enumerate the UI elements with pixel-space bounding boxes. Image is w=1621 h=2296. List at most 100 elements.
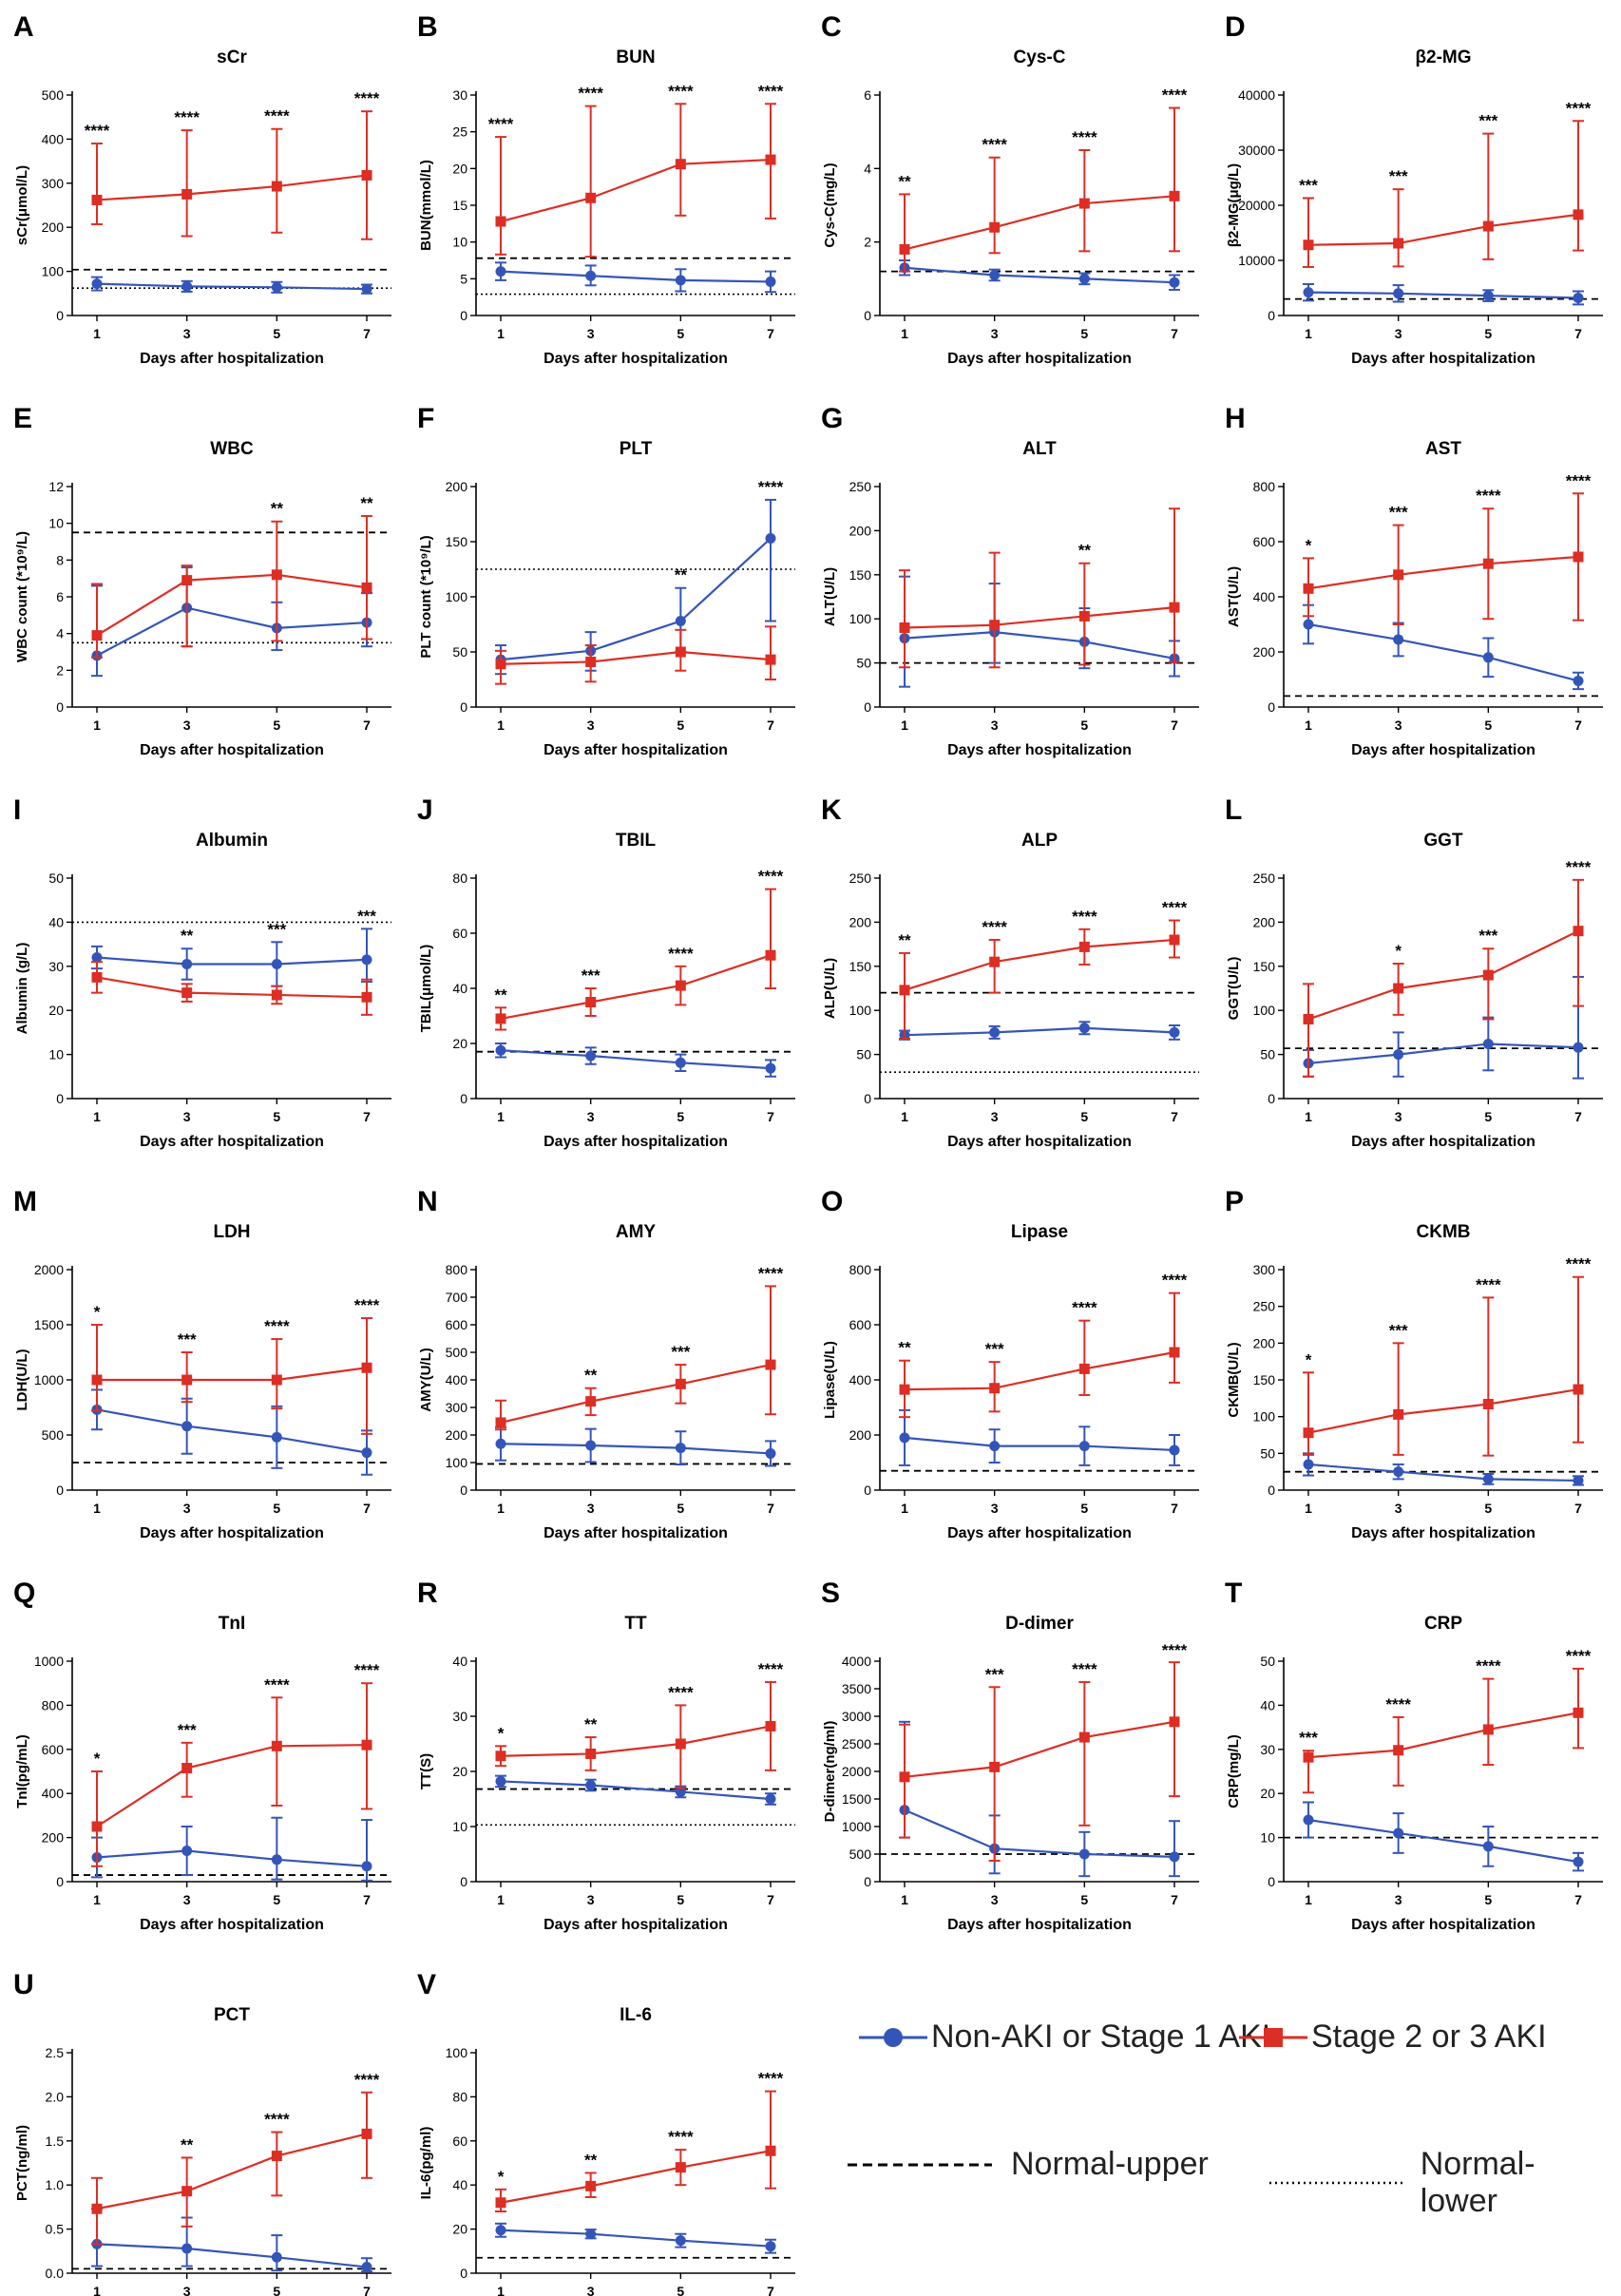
y-tick-label-q: 400 <box>42 1786 65 1801</box>
x-axis-label-j: Days after hospitalization <box>544 1134 728 1150</box>
x-tick-label-a: 3 <box>183 326 191 341</box>
data-point-non-aki-l <box>1573 1042 1584 1053</box>
data-point-non-aki-b <box>585 270 597 281</box>
data-point-non-aki-k <box>1078 1023 1090 1034</box>
series-line-aki-r <box>500 1725 772 1757</box>
y-tick-label-c: 2 <box>864 235 871 250</box>
data-point-non-aki-u <box>181 2243 193 2254</box>
data-point-non-aki-m <box>271 1431 282 1443</box>
data-point-aki-n <box>495 1417 506 1428</box>
data-point-non-aki-v <box>585 2229 597 2240</box>
y-tick-label-v: 60 <box>452 2133 467 2149</box>
panel-letter-o: O <box>821 1186 843 1217</box>
y-axis-label-a: sCr(μmol/L) <box>14 165 30 245</box>
significance-label-p: **** <box>1566 1255 1592 1273</box>
panel-f: F PLT 0 50 100 150 200 1 3 5 7 Days after hospitali… <box>417 403 795 758</box>
panel-title-n: AMY <box>616 1222 657 1242</box>
y-tick-label-n: 200 <box>446 1427 468 1443</box>
series-line-aki-l <box>1307 929 1579 1021</box>
data-point-non-aki-s <box>1078 1848 1090 1860</box>
data-point-aki-p <box>1303 1427 1314 1439</box>
panel-title-o: Lipase <box>1011 1222 1068 1242</box>
series-line-non-aki-e <box>96 606 368 657</box>
significance-label-q: **** <box>264 1675 290 1693</box>
data-point-aki-u <box>271 2151 282 2162</box>
data-point-aki-e <box>181 575 193 586</box>
x-axis-label-f: Days after hospitalization <box>544 742 728 758</box>
data-point-aki-d <box>1573 209 1584 220</box>
y-tick-label-r: 30 <box>452 1709 467 1724</box>
data-point-aki-s <box>899 1771 910 1783</box>
significance-label-j: **** <box>758 868 784 886</box>
y-axis-label-u: PCT(ng/ml) <box>14 2125 30 2201</box>
data-point-aki-c <box>899 243 910 255</box>
x-tick-label-l: 3 <box>1395 1109 1402 1124</box>
panel-letter-a: A <box>13 11 34 43</box>
y-tick-label-j: 60 <box>452 926 467 941</box>
series-line-non-aki-t <box>1307 1818 1579 1864</box>
y-tick-label-j: 40 <box>452 981 467 996</box>
x-axis-label-k: Days after hospitalization <box>947 1134 1132 1150</box>
y-tick-label-g: 250 <box>849 479 872 494</box>
significance-label-a: **** <box>354 89 380 107</box>
panel-title-v: IL-6 <box>620 2005 652 2025</box>
panel-letter-i: I <box>13 794 21 826</box>
series-line-non-aki-q <box>96 1849 368 1867</box>
data-point-aki-q <box>271 1740 282 1751</box>
significance-label-v: **** <box>668 2128 694 2146</box>
series-line-non-aki-c <box>904 266 1175 284</box>
panel-title-e: WBC <box>210 439 254 459</box>
legend-blue-marker-icon <box>859 2027 927 2047</box>
y-tick-label-h: 200 <box>1253 644 1276 660</box>
data-point-non-aki-n <box>675 1443 686 1454</box>
panel-letter-f: F <box>417 403 434 434</box>
series-line-aki-i <box>96 976 368 999</box>
y-tick-label-s: 1500 <box>842 1791 871 1807</box>
y-tick-label-b: 25 <box>452 124 467 140</box>
significance-label-b: **** <box>758 82 784 100</box>
data-point-aki-j <box>765 949 776 961</box>
significance-label-s: **** <box>1162 1641 1188 1659</box>
significance-label-n: *** <box>671 1343 690 1361</box>
x-axis-label-o: Days after hospitalization <box>947 1525 1132 1541</box>
x-tick-label-n: 5 <box>677 1501 684 1516</box>
data-point-aki-m <box>361 1362 372 1373</box>
significance-label-k: **** <box>1162 899 1188 917</box>
y-tick-label-i: 20 <box>48 1003 64 1018</box>
y-tick-label-h: 400 <box>1253 589 1276 604</box>
series-line-aki-o <box>904 1350 1175 1391</box>
panel-g: G ALT 0 50 100 150 200 250 1 3 5 7 Days after hospit… <box>821 403 1199 758</box>
significance-label-t: **** <box>1566 1647 1592 1665</box>
y-tick-label-v: 20 <box>452 2222 467 2237</box>
panel-title-c: Cys-C <box>1014 48 1066 67</box>
panel-t: T CRP 0 10 20 30 40 50 1 3 5 7 Days after hospitaliz… <box>1225 1578 1603 1933</box>
panel-c: C Cys-C 0 2 4 6 1 3 5 7 Days after hospitalization… <box>821 11 1199 367</box>
data-point-non-aki-q <box>181 1846 193 1857</box>
y-tick-label-e: 2 <box>56 662 64 678</box>
data-point-non-aki-s <box>1169 1851 1180 1863</box>
x-tick-label-i: 5 <box>273 1109 280 1124</box>
panel-letter-n: N <box>417 1186 438 1217</box>
significance-label-e: ** <box>271 500 284 518</box>
x-tick-label-i: 1 <box>93 1109 101 1124</box>
panel-title-s: D-dimer <box>1005 1614 1074 1634</box>
y-tick-label-n: 600 <box>446 1317 468 1332</box>
y-tick-label-q: 800 <box>42 1697 65 1712</box>
data-point-aki-n <box>585 1396 597 1407</box>
data-point-aki-k <box>989 956 1001 967</box>
data-point-aki-f <box>675 646 686 658</box>
y-tick-label-s: 500 <box>849 1846 872 1862</box>
significance-label-m: * <box>94 1303 101 1321</box>
x-tick-label-s: 7 <box>1171 1892 1178 1907</box>
x-tick-label-a: 7 <box>363 326 371 341</box>
significance-label-k: ** <box>898 931 911 949</box>
data-point-non-aki-a <box>181 280 193 292</box>
series-line-aki-j <box>500 954 772 1020</box>
data-point-non-aki-v <box>765 2241 776 2252</box>
y-tick-label-i: 30 <box>48 959 64 974</box>
y-tick-label-v: 0 <box>460 2266 467 2281</box>
significance-label-o: ** <box>898 1339 911 1357</box>
data-point-aki-a <box>271 181 282 192</box>
x-tick-label-o: 7 <box>1171 1501 1178 1516</box>
legend-dashed-line-icon <box>848 2163 992 2166</box>
